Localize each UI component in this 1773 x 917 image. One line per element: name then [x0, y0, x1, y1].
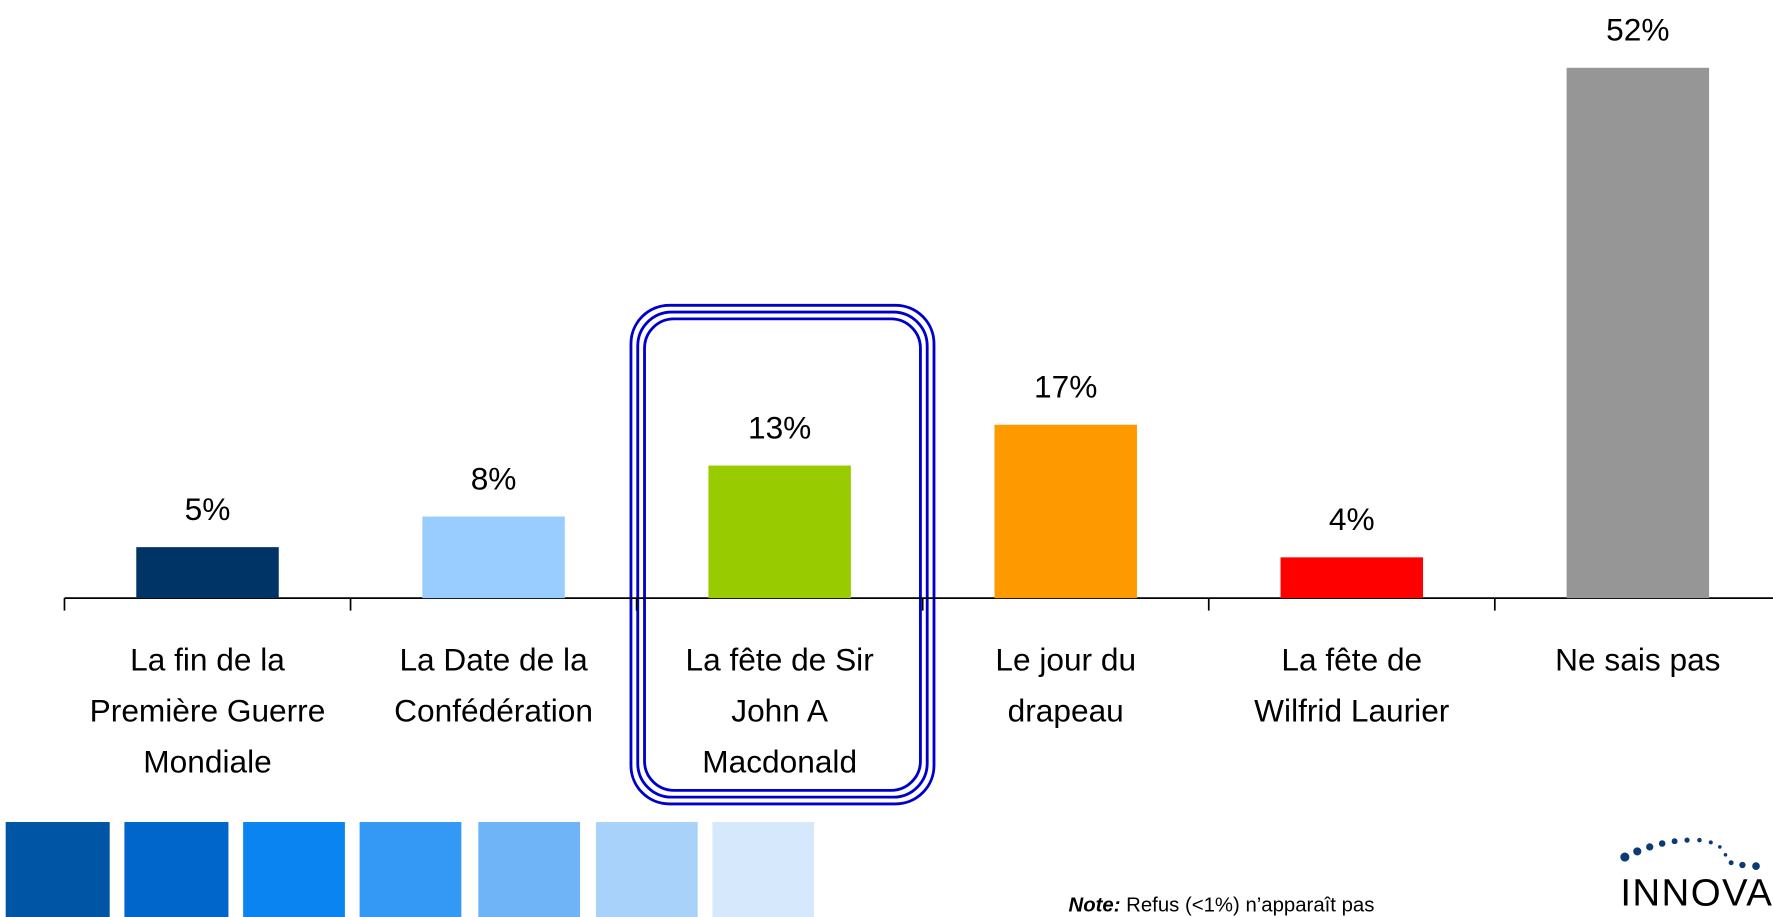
logo-text: INNOVA: [1620, 872, 1773, 915]
highlight-box: [629, 303, 936, 806]
x-tick-label: La fin de la Première Guerre Mondiale: [90, 642, 326, 780]
bar: [422, 516, 565, 599]
bar: [136, 547, 279, 599]
decor-square: [712, 822, 815, 917]
value-label: 4%: [1329, 501, 1375, 537]
bar: [708, 465, 851, 599]
value-label: 13%: [748, 409, 811, 445]
decor-squares: [5, 822, 815, 917]
highlight-outer: [629, 303, 936, 806]
decor-square: [5, 822, 110, 917]
logo-dots: [1620, 837, 1760, 870]
logo: INNOVA: [1620, 837, 1773, 915]
bar: [1566, 67, 1710, 599]
x-tick-label: La Date de la Confédération: [394, 642, 593, 729]
decor-square: [359, 822, 462, 917]
decor-square: [478, 822, 581, 917]
decor-square: [243, 822, 345, 917]
value-label: 17%: [1034, 369, 1097, 405]
x-tick-label: Le jour du drapeau: [995, 642, 1136, 729]
note: Note: Refus (<1%) n’apparaît pas: [1069, 894, 1375, 916]
value-label: 5%: [185, 491, 231, 527]
x-tick-label: La fête de Wilfrid Laurier: [1254, 642, 1450, 729]
note-label: Note:: [1069, 894, 1121, 916]
highlight-middle: [636, 310, 929, 799]
highlight-inner: [643, 317, 922, 792]
x-tick-label: Ne sais pas: [1555, 642, 1720, 678]
x-tick-label: La fête de Sir John A Macdonald: [686, 642, 875, 780]
value-label: 52%: [1606, 12, 1669, 48]
value-label: 8%: [471, 460, 517, 496]
decor-square: [124, 822, 229, 917]
bar: [994, 424, 1137, 599]
bar: [1280, 557, 1424, 599]
note-text: Refus (<1%) n’apparaît pas: [1126, 894, 1374, 916]
decor-square: [595, 822, 698, 917]
